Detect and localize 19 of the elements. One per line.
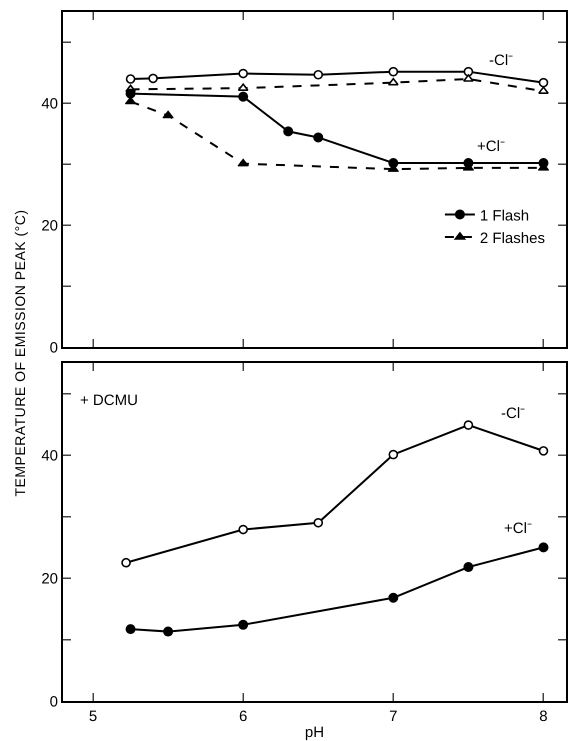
x-tick-label: 5: [88, 708, 98, 725]
annotation: -Cl⁻: [489, 52, 514, 69]
y-tick-label: 0: [50, 339, 58, 356]
annotation: -Cl⁻: [501, 405, 526, 422]
legend-label: 2 Flashes: [480, 230, 545, 247]
annotation: +Cl⁻: [504, 520, 532, 537]
y-tick-label: 20: [41, 217, 58, 234]
x-axis-title: pH: [304, 724, 324, 741]
annotation: +Cl⁻: [477, 138, 505, 155]
y-tick-label: 0: [50, 693, 58, 710]
x-tick-label: 8: [539, 708, 548, 725]
y-tick-label: 20: [41, 570, 58, 588]
x-tick-label: 6: [239, 708, 248, 725]
annotation: + DCMU: [80, 392, 138, 409]
y-tick-label: 40: [41, 447, 58, 464]
x-tick-label: 7: [389, 708, 398, 725]
y-tick-label: 40: [41, 96, 58, 113]
legend-label: 1 Flash: [480, 207, 530, 224]
y-axis-title: TEMPERATURE OF EMISSION PEAK (°C): [12, 208, 28, 499]
